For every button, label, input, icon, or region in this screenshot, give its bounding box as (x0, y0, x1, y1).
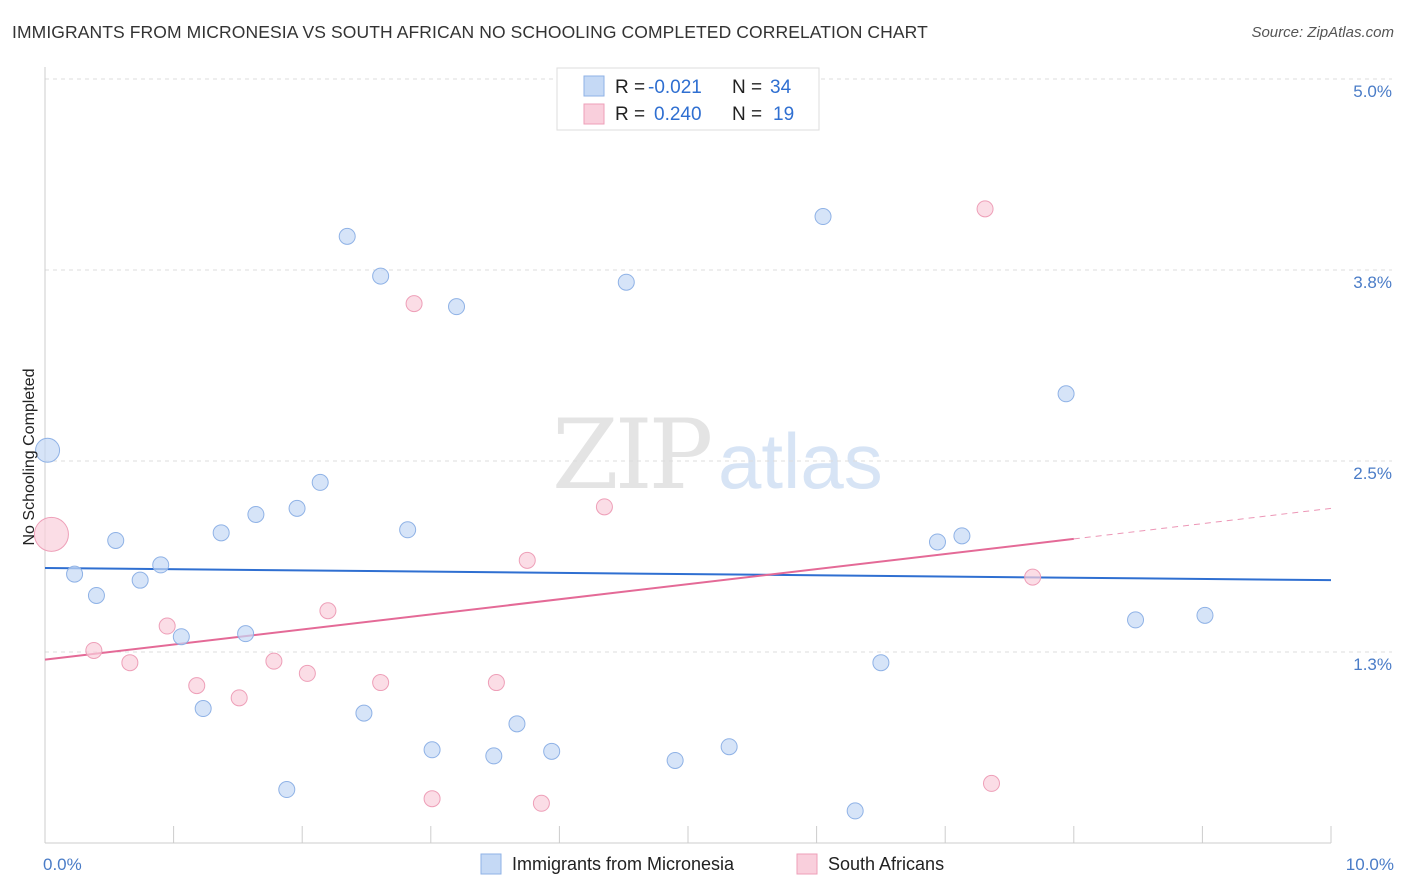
legend-swatch-pink (583, 103, 605, 125)
x-tick-label-min: 0.0% (43, 855, 82, 874)
legend-n-label-1: N = (732, 77, 762, 98)
chart-title: IMMIGRANTS FROM MICRONESIA VS SOUTH AFRI… (12, 22, 928, 42)
point-micronesia (872, 654, 890, 672)
point-micronesia (1057, 385, 1075, 403)
series-legend-swatch-blue (480, 853, 502, 875)
series-legend-swatch-pink (796, 853, 818, 875)
watermark-zip: ZIP (552, 399, 711, 511)
point-micronesia (172, 628, 190, 646)
point-micronesia (617, 273, 635, 291)
point-south-africans (405, 295, 423, 313)
point-micronesia (508, 715, 526, 733)
point-south-africans (976, 200, 994, 218)
y-tick-labels: 1.3% 2.5% 3.8% 5.0% (1353, 82, 1392, 674)
point-south-africans (518, 551, 536, 569)
x-tick-label-max: 10.0% (1346, 855, 1394, 874)
legend-n-value-2: 19 (773, 104, 794, 125)
point-south-africans (265, 652, 283, 670)
point-micronesia (237, 625, 255, 643)
point-south-africans (423, 790, 441, 808)
point-micronesia (288, 499, 306, 517)
legend-r-label-1: R = (615, 77, 645, 98)
y-axis-label: No Schooling Completed (21, 369, 38, 546)
point-micronesia (485, 747, 503, 765)
x-tick-labels: 0.0% 10.0% (43, 855, 1394, 874)
y-tick-label: 1.3% (1353, 655, 1392, 674)
point-south-africans (595, 498, 613, 516)
point-micronesia (448, 298, 466, 316)
point-south-africans (298, 664, 316, 682)
point-micronesia (1127, 611, 1145, 629)
point-south-africans (319, 602, 337, 620)
point-micronesia (107, 531, 125, 549)
point-micronesia (35, 437, 61, 463)
series-legend-label-blue: Immigrants from Micronesia (512, 854, 735, 874)
point-micronesia (131, 571, 149, 589)
point-micronesia (247, 505, 265, 523)
y-tick-label: 2.5% (1353, 464, 1392, 483)
point-micronesia (666, 751, 684, 769)
point-micronesia (372, 267, 390, 285)
legend-r-value-2: 0.240 (654, 104, 702, 125)
legend-swatch-blue (583, 75, 605, 97)
point-micronesia (355, 704, 373, 722)
point-micronesia (543, 742, 561, 760)
source-label: Source: ZipAtlas.com (1251, 24, 1394, 41)
point-micronesia (87, 586, 105, 604)
point-south-africans (121, 654, 139, 672)
series-legend-label-pink: South Africans (828, 854, 944, 874)
point-micronesia (66, 565, 84, 583)
point-south-africans (85, 641, 103, 659)
point-micronesia (278, 781, 296, 799)
legend-n-label-2: N = (732, 104, 762, 125)
point-south-africans (982, 774, 1000, 792)
point-south-africans (372, 674, 390, 692)
point-micronesia (814, 208, 832, 226)
point-south-africans (230, 689, 248, 707)
point-south-africans (158, 617, 176, 635)
point-micronesia (399, 521, 417, 539)
point-micronesia (953, 527, 971, 545)
point-micronesia (194, 700, 212, 718)
series-legend: Immigrants from Micronesia South African… (480, 853, 944, 875)
point-south-africans (188, 677, 206, 695)
point-micronesia (928, 533, 946, 551)
legend-r-value-1: -0.021 (648, 77, 702, 98)
correlation-legend: R = -0.021 N = 34 R = 0.240 N = 19 (556, 67, 820, 131)
point-micronesia (152, 556, 170, 574)
point-micronesia (338, 227, 356, 245)
point-south-africans (532, 794, 550, 812)
trend-line-south-africans-extension (1073, 507, 1332, 540)
point-micronesia (846, 802, 864, 820)
gridlines (45, 78, 1392, 653)
legend-n-value-1: 34 (770, 77, 792, 98)
trend-line-south-africans (44, 537, 1074, 661)
point-south-africans (487, 674, 505, 692)
data-points (33, 200, 1214, 820)
watermark: ZIP atlas (552, 399, 883, 511)
point-micronesia (311, 473, 329, 491)
point-micronesia (720, 738, 738, 756)
y-tick-label: 3.8% (1353, 273, 1392, 292)
y-tick-label: 5.0% (1353, 82, 1392, 101)
point-south-africans (33, 516, 69, 552)
point-micronesia (212, 524, 230, 542)
trend-lines (44, 507, 1332, 661)
legend-r-label-2: R = (615, 104, 645, 125)
trend-line-micronesia (44, 566, 1332, 582)
point-micronesia (423, 741, 441, 759)
point-south-africans (1024, 568, 1042, 586)
point-micronesia (1196, 606, 1214, 624)
